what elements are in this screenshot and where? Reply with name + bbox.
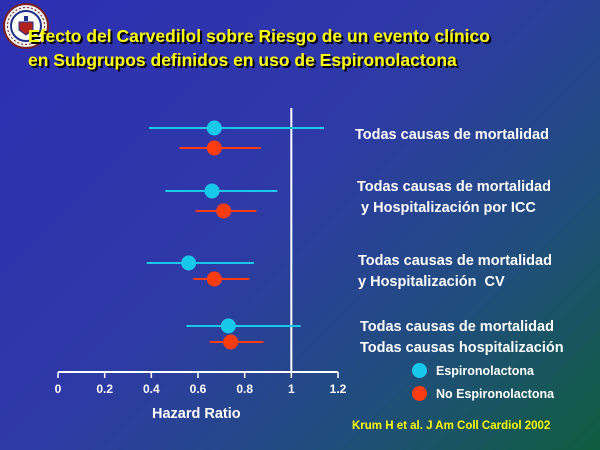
point-espironolactona-row-3 (181, 255, 197, 271)
title-line-2: en Subgrupos definidos en uso de Espiron… (28, 50, 457, 70)
point-espironolactona-row-4 (220, 318, 236, 334)
row-label-3-line-1: Todas causas de mortalidad (358, 253, 552, 269)
point-no-espironolactona-row-1 (206, 140, 222, 156)
point-no-espironolactona-row-4 (223, 334, 239, 350)
row-label-2: Todas causas de mortalidad y Hospitaliza… (357, 177, 551, 219)
point-no-espironolactona-row-3 (206, 271, 222, 287)
row-label-2-line-2: y Hospitalización por ICC (357, 200, 536, 216)
legend-swatch-red-icon (412, 386, 427, 401)
legend-item-no-espironolactona: No Espironolactona (412, 386, 554, 401)
point-espironolactona-row-2 (204, 183, 220, 199)
x-tick-label-5: 1 (288, 382, 295, 396)
x-axis-label: Hazard Ratio (152, 406, 241, 422)
x-tick-label-6: 1.2 (330, 382, 347, 396)
x-tick-label-4: 0.8 (236, 382, 253, 396)
row-label-3-line-2: y Hospitalización CV (358, 274, 505, 290)
slide-title: Efecto del Carvedilol sobre Riesgo de un… (28, 24, 588, 72)
x-tick-label-1: 0.2 (96, 382, 113, 396)
row-label-1: Todas causas de mortalidad (355, 125, 549, 146)
university-seal-icon (3, 3, 49, 49)
row-label-3: Todas causas de mortalidad y Hospitaliza… (358, 251, 552, 293)
legend-label-no-espironolactona: No Espironolactona (436, 386, 555, 401)
x-tick-label-2: 0.4 (143, 382, 160, 396)
x-tick-label-0: 0 (55, 382, 62, 396)
legend-swatch-cyan-icon (412, 363, 427, 378)
x-tick-label-3: 0.6 (190, 382, 207, 396)
point-espironolactona-row-1 (206, 120, 222, 136)
row-label-4-line-2: Todas causas hospitalización (360, 340, 564, 356)
row-label-4: Todas causas de mortalidad Todas causas … (360, 317, 564, 359)
title-line-1: Efecto del Carvedilol sobre Riesgo de un… (28, 26, 490, 46)
row-label-4-line-1: Todas causas de mortalidad (360, 319, 554, 335)
citation: Krum H et al. J Am Coll Cardiol 2002 (352, 420, 551, 432)
row-label-1-line-1: Todas causas de mortalidad (355, 127, 549, 143)
legend-label-espironolactona: Espironolactona (436, 363, 534, 378)
point-no-espironolactona-row-2 (216, 203, 232, 219)
row-label-2-line-1: Todas causas de mortalidad (357, 179, 551, 195)
legend-item-espironolactona: Espironolactona (412, 363, 534, 378)
